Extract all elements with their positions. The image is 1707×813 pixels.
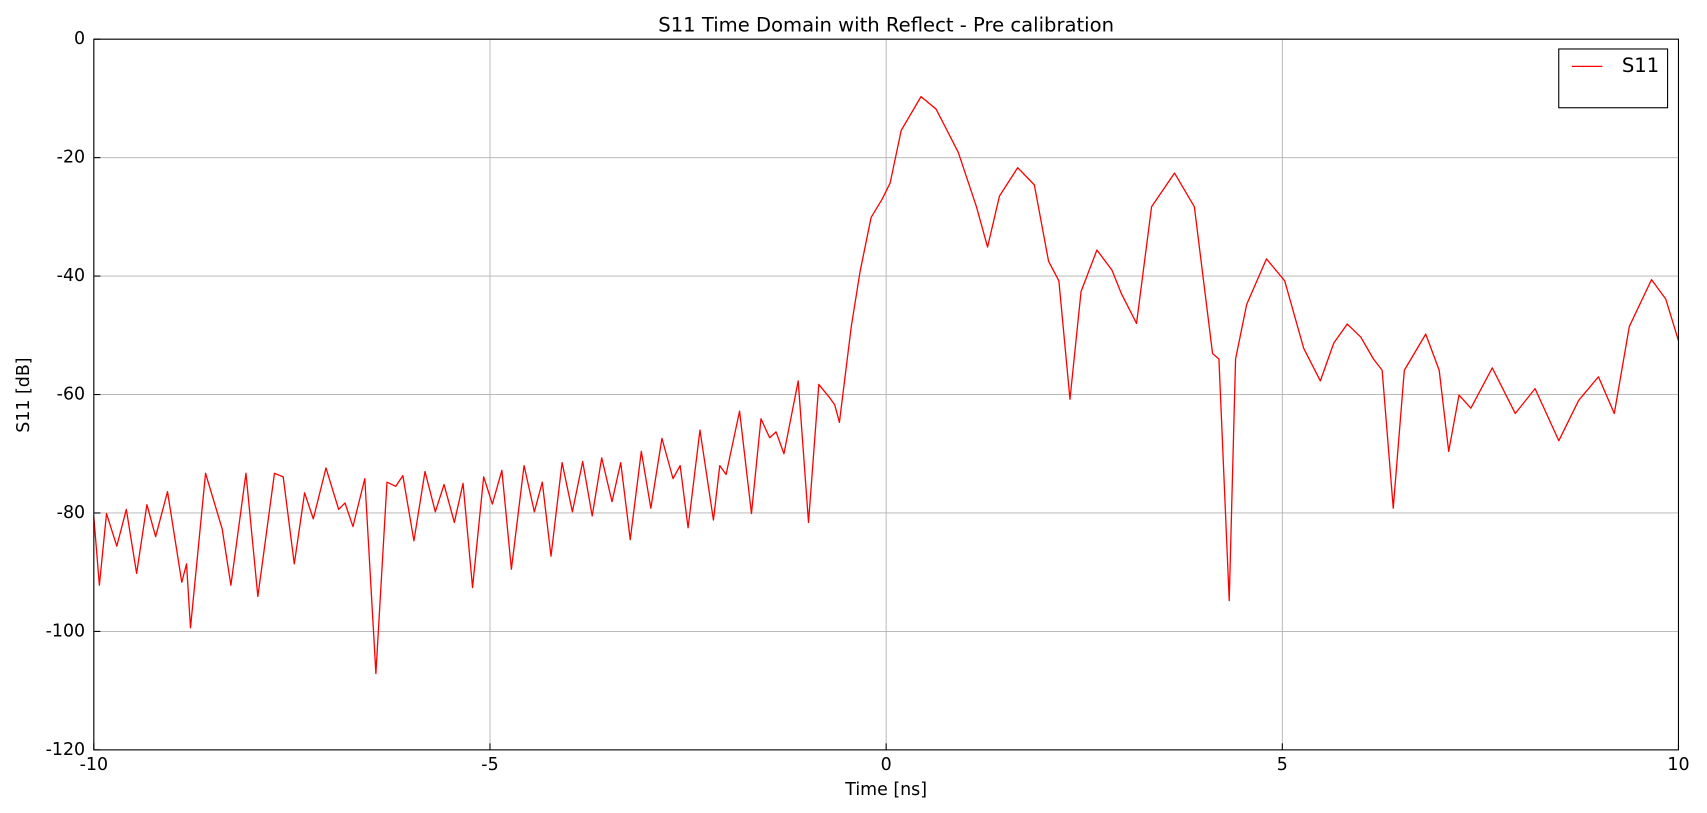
plot-frame bbox=[93, 38, 1680, 751]
legend-label: S11 bbox=[1622, 54, 1659, 77]
y-tick-label: -120 bbox=[46, 740, 86, 760]
legend: S11 bbox=[1558, 48, 1669, 109]
y-axis-label: S11 [dB] bbox=[14, 357, 34, 432]
y-tick-label: 0 bbox=[74, 29, 85, 49]
x-tick-label: -5 bbox=[481, 755, 498, 775]
y-tick-label: -80 bbox=[57, 503, 85, 523]
y-tick-label: -20 bbox=[57, 148, 85, 168]
legend-frame bbox=[1558, 48, 1669, 109]
y-tick-label: -60 bbox=[57, 385, 85, 405]
x-tick-label: 0 bbox=[881, 755, 892, 775]
y-tick-label: -40 bbox=[57, 266, 85, 286]
line-series bbox=[93, 95, 1680, 675]
x-tick-label: 10 bbox=[1667, 755, 1689, 775]
x-tick-label: 5 bbox=[1277, 755, 1288, 775]
chart-title: S11 Time Domain with Reflect - Pre calib… bbox=[658, 14, 1114, 37]
x-tick-label: -10 bbox=[80, 755, 108, 775]
y-tick-label: -100 bbox=[46, 621, 86, 641]
x-axis-label: Time [ns] bbox=[844, 780, 927, 800]
